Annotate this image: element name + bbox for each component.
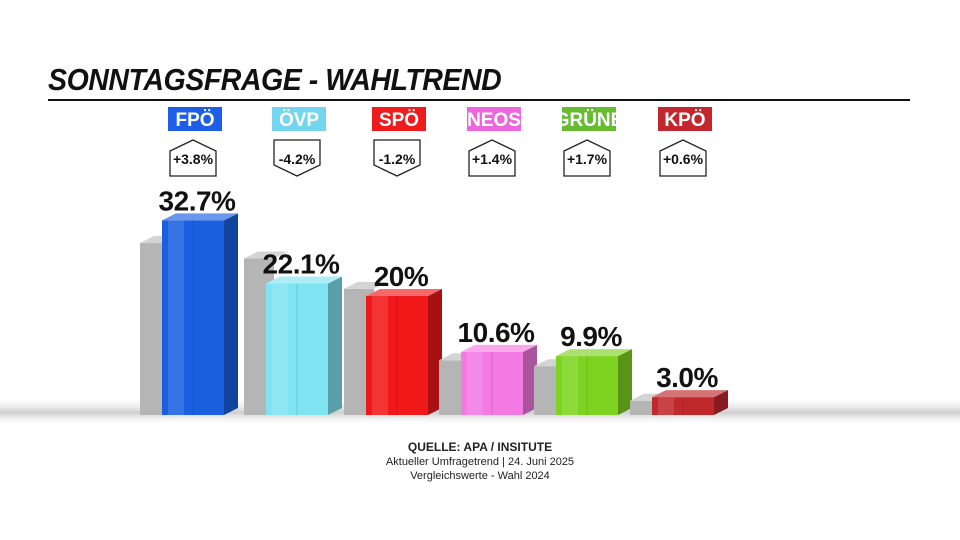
- comparison-bar-top: [244, 251, 288, 259]
- bar-highlight: [272, 283, 288, 415]
- bar-highlight: [467, 351, 483, 415]
- party-label-3: NEOS: [467, 110, 521, 131]
- bar-top: [652, 390, 728, 398]
- bar-top: [461, 344, 537, 352]
- bar-top: [162, 213, 238, 221]
- title-rule: [48, 99, 910, 101]
- bar-highlight: [168, 220, 184, 415]
- bar-highlight: [372, 296, 388, 415]
- change-label-5: +0.6%: [663, 151, 704, 167]
- bar-highlight: [562, 356, 578, 415]
- party-label-4: GRÜNE: [555, 110, 624, 131]
- bar-side: [224, 213, 238, 415]
- change-label-1: -4.2%: [279, 151, 316, 167]
- party-label-box: [272, 107, 326, 131]
- change-label-3: +1.4%: [472, 151, 513, 167]
- bar-side: [523, 344, 537, 415]
- change-badge-down: [273, 139, 321, 177]
- change-badge-up: [659, 139, 707, 177]
- value-label-5: 3.0%: [656, 362, 718, 393]
- value-label-3: 10.6%: [458, 317, 535, 348]
- party-label-0: FPÖ: [175, 110, 214, 131]
- survey-date-line: Aktueller Umfragetrend | 24. Juni 2025: [385, 456, 575, 468]
- bar-highlight: [658, 397, 674, 415]
- party-label-box: [658, 107, 712, 131]
- bar-top: [366, 289, 442, 296]
- change-label-0: +3.8%: [173, 151, 214, 167]
- change-label-4: +1.7%: [567, 151, 608, 167]
- party-label-box: [562, 107, 616, 131]
- bar-top: [556, 349, 632, 357]
- change-badge-up: [563, 139, 611, 177]
- value-label-1: 22.1%: [263, 249, 340, 280]
- comparison-bar-top: [344, 281, 388, 289]
- value-label-2: 20%: [374, 261, 429, 292]
- change-badge-down: [373, 139, 421, 177]
- value-label-4: 9.9%: [560, 321, 622, 352]
- bar-side: [428, 289, 442, 415]
- party-label-box: [168, 107, 222, 131]
- party-label-box: [372, 107, 426, 131]
- party-label-box: [467, 107, 521, 131]
- value-label-0: 32.7%: [159, 185, 236, 216]
- party-label-1: ÖVP: [279, 110, 319, 131]
- bar-chart: 32.7% FPÖ +3.8% 22.1% ÖVP -4.2% 20% SPÖ -1.2% 10.…: [0, 107, 960, 426]
- source-line: QUELLE: APA / INSITUTE: [407, 440, 553, 454]
- source-block: QUELLE: APA / INSITUTE Aktueller Umfrage…: [0, 440, 960, 483]
- change-label-2: -1.2%: [379, 151, 416, 167]
- bar-side: [618, 349, 632, 415]
- bar-top: [266, 276, 342, 284]
- chart-title: SONNTAGSFRAGE - WAHLTREND: [48, 62, 502, 97]
- change-badge-up: [169, 139, 217, 177]
- party-label-2: SPÖ: [379, 110, 419, 131]
- party-label-5: KPÖ: [664, 110, 705, 131]
- comparison-note-line: Vergleichswerte - Wahl 2024: [410, 470, 550, 482]
- change-badge-up: [468, 139, 516, 177]
- bar-side: [714, 390, 728, 415]
- bar-side: [328, 276, 342, 415]
